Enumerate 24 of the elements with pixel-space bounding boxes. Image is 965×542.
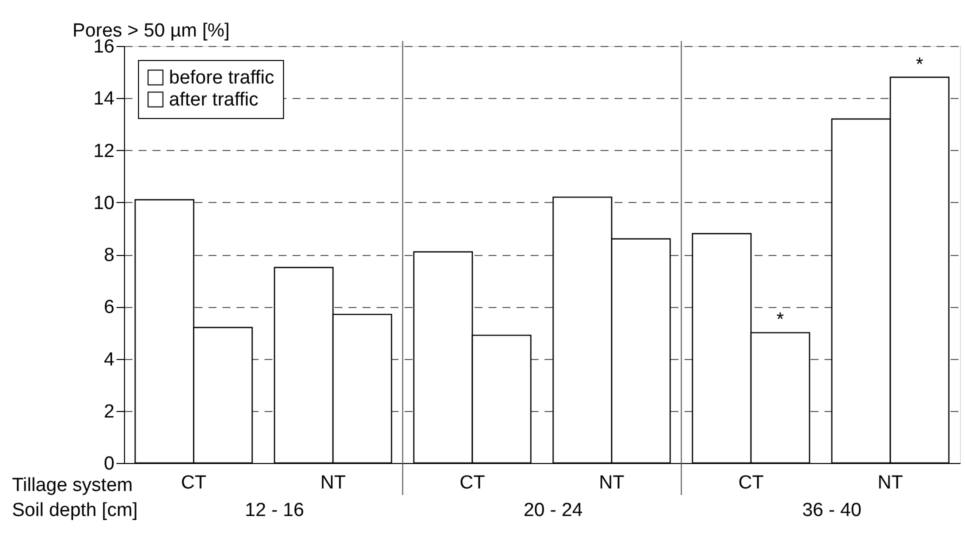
y-tick-label: 10: [93, 192, 114, 214]
y-tick-label: 6: [104, 297, 114, 318]
y-tick-label: 0: [104, 454, 114, 474]
data-label: *: [916, 54, 924, 76]
x-tick-label: CT: [181, 472, 207, 494]
y-tick-label: 14: [93, 88, 115, 110]
text: 12 - 16: [244, 500, 304, 521]
text: Soil depth [cm]: [12, 500, 138, 521]
y-tick-label: 8: [104, 245, 114, 266]
data-label: *: [776, 310, 785, 331]
x-tick-label: NT: [599, 472, 625, 494]
x-tick-label: NT: [878, 472, 904, 494]
y-tick-label: 12: [93, 140, 114, 162]
text: 36 - 40: [802, 500, 862, 521]
x-tick-label: NT: [320, 472, 346, 494]
text: 20 - 24: [524, 500, 584, 521]
y-tick-label: 4: [104, 349, 115, 370]
y-tick-label: 16: [93, 36, 114, 58]
legend-label: before traffic: [169, 68, 274, 88]
legend-label: after traffic: [169, 90, 258, 110]
text: Tillage system: [12, 475, 133, 496]
x-tick-label: CT: [460, 472, 486, 494]
x-tick-label: CT: [738, 472, 764, 494]
y-tick-label: 2: [104, 401, 114, 422]
